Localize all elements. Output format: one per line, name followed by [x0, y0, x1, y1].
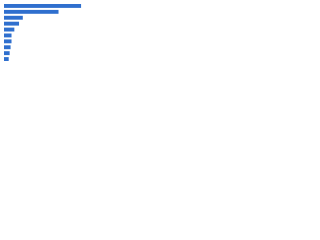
bar — [4, 9, 59, 14]
bar — [4, 15, 23, 20]
bar — [4, 39, 12, 44]
page: {"chart_data": {"type": "bar", "orientat… — [0, 0, 100, 71]
bar — [4, 51, 10, 56]
bar — [4, 45, 11, 50]
chart — [0, 0, 100, 71]
bar — [4, 21, 20, 26]
bar — [4, 33, 12, 38]
bar — [4, 27, 15, 32]
bar — [4, 4, 82, 8]
bar — [4, 57, 9, 61]
